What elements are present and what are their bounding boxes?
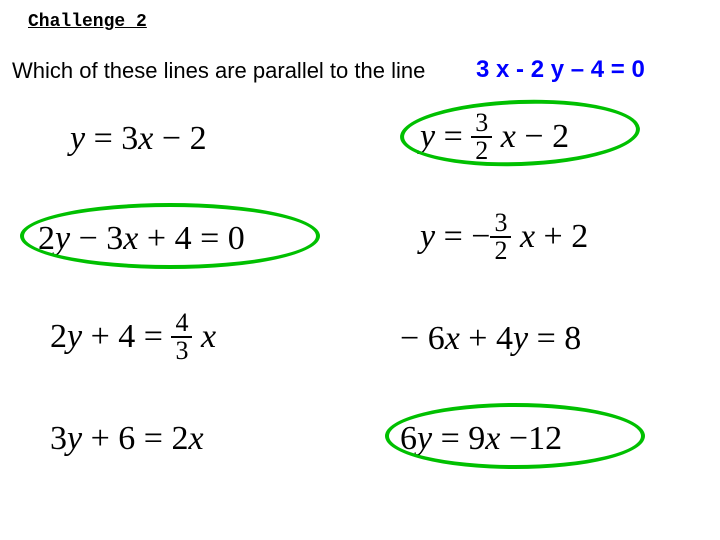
equation-5: 2y + 4 = 43 x xyxy=(50,312,216,366)
equation-8: 6y = 9x −12 xyxy=(400,420,562,458)
reference-equation: 3 x - 2 y – 4 = 0 xyxy=(476,56,645,84)
challenge-title: Challenge 2 xyxy=(28,12,147,32)
question-text: Which of these lines are parallel to the… xyxy=(12,58,425,84)
equation-1: y = 3x − 2 xyxy=(70,120,207,158)
equation-2: y = 32 x − 2 xyxy=(420,112,569,166)
equation-3: 2y − 3x + 4 = 0 xyxy=(38,220,245,258)
equation-7: 3y + 6 = 2x xyxy=(50,420,204,458)
equation-6: − 6x + 4y = 8 xyxy=(400,320,581,358)
equation-4: y = −32 x + 2 xyxy=(420,212,588,266)
